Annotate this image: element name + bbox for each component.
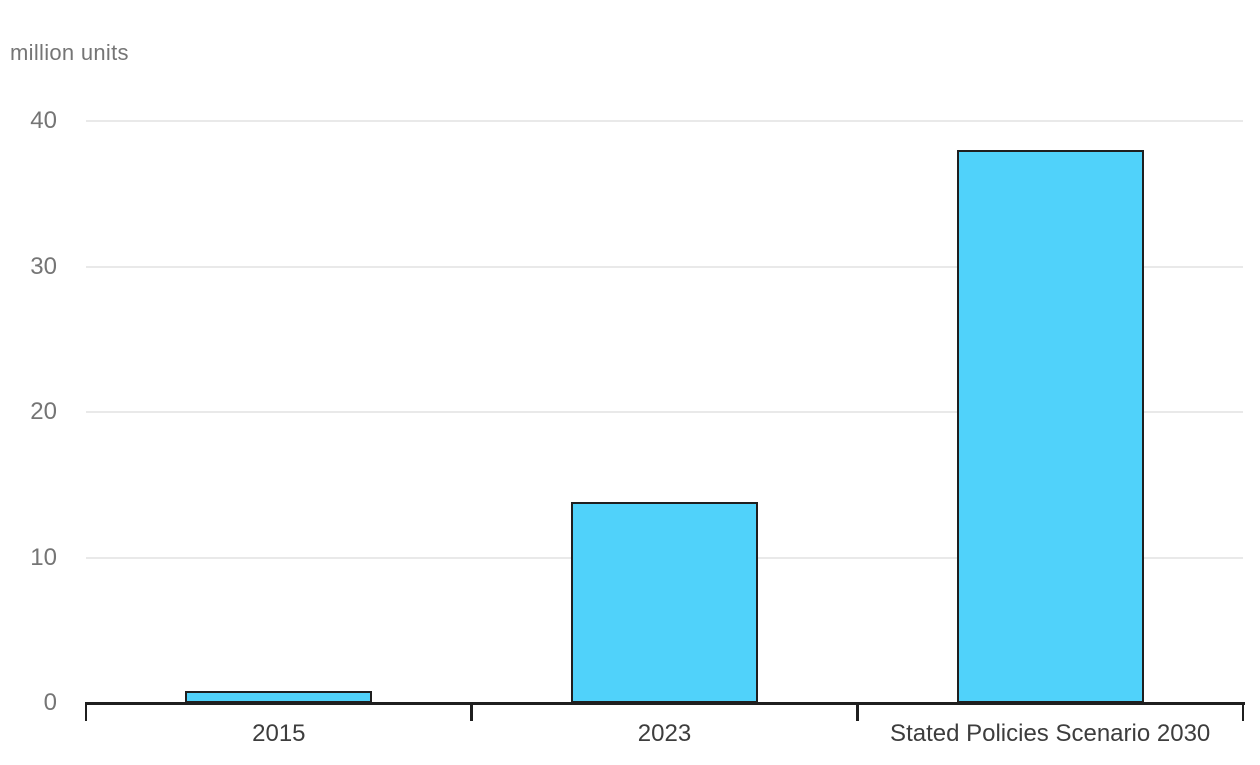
x-axis-tick (1241, 703, 1245, 721)
y-tick-label: 0 (43, 689, 57, 716)
y-axis-unit-label: million units (10, 40, 129, 65)
gridline (86, 265, 1243, 268)
x-tick-label: Stated Policies Scenario 2030 (890, 720, 1211, 747)
x-axis-tick (856, 703, 859, 721)
y-tick-label: 40 (30, 107, 57, 134)
gridline (86, 411, 1243, 413)
x-tick-label: 2023 (637, 720, 692, 747)
x-axis-line (84, 701, 1245, 705)
y-tick-label: 20 (30, 398, 57, 425)
bar (571, 502, 758, 703)
gridline (86, 120, 1243, 122)
x-axis-tick (84, 703, 88, 721)
x-tick-label: 2015 (252, 720, 306, 747)
x-axis-tick (470, 703, 473, 721)
y-tick-label: 10 (30, 543, 57, 571)
bar (956, 150, 1144, 703)
y-tick-label: 30 (30, 252, 57, 280)
